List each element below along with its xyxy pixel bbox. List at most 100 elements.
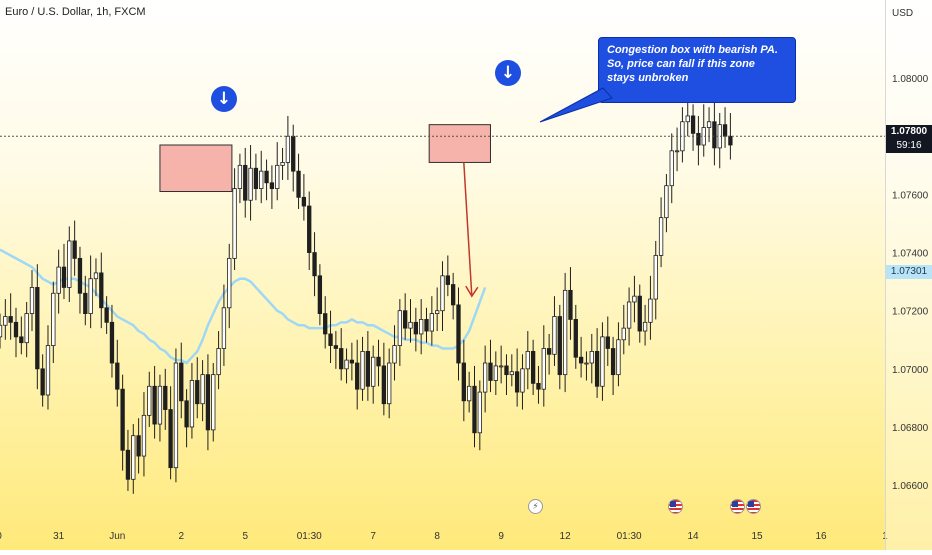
candle	[552, 296, 557, 366]
candle-body	[275, 164, 280, 190]
x-tick-label: 2	[178, 531, 184, 542]
candle	[376, 339, 381, 387]
candle-body	[387, 362, 392, 405]
candle	[717, 113, 722, 169]
candle	[253, 153, 259, 201]
candle-body	[67, 240, 72, 288]
annotation-line-3: stays unbroken	[607, 72, 689, 84]
us-flag-icon[interactable]	[746, 499, 761, 514]
y-tick-label: 1.07600	[892, 190, 929, 201]
candle-body	[445, 275, 450, 285]
candle-body	[61, 266, 67, 288]
candle	[83, 275, 88, 326]
candle	[67, 226, 72, 302]
candle-body	[690, 115, 696, 134]
congestion-zones-layer	[159, 124, 491, 193]
candle-body	[349, 359, 355, 364]
annotation-line-2: So, price can fall if this zone	[607, 58, 755, 70]
candle	[88, 255, 93, 329]
candle	[546, 333, 552, 375]
moving-average-line	[0, 248, 487, 365]
candle-body	[8, 316, 13, 323]
candle	[424, 307, 429, 343]
lightning-icon[interactable]: ⚡	[528, 499, 543, 514]
candles-layer	[0, 95, 733, 494]
candle	[600, 322, 605, 401]
candle-body	[381, 365, 387, 405]
candle	[136, 418, 141, 474]
candle	[536, 365, 541, 404]
candle-body	[83, 292, 88, 315]
x-tick-label: 01:30	[0, 531, 2, 542]
candle-body	[440, 275, 445, 312]
candle-body	[562, 289, 568, 376]
candle-body	[205, 374, 211, 431]
candle	[632, 275, 637, 323]
candle	[312, 232, 317, 297]
candle-body	[376, 356, 381, 367]
candle	[131, 424, 136, 494]
projection-arrow-shaft	[463, 162, 473, 297]
candle-body	[728, 135, 733, 146]
candle-body	[653, 255, 658, 300]
candle-body	[115, 362, 120, 390]
candle-body	[637, 295, 642, 332]
symbol-title[interactable]: Euro / U.S. Dollar, 1h, FXCM	[5, 6, 146, 18]
candle	[168, 386, 173, 480]
candle	[648, 275, 653, 340]
candle	[72, 220, 77, 276]
candle	[248, 145, 253, 221]
candle	[157, 374, 163, 442]
candle	[626, 287, 632, 346]
x-tick-label: 31	[53, 531, 65, 542]
candle	[317, 264, 323, 326]
candle	[211, 363, 216, 442]
candle	[653, 240, 658, 320]
projection-arrow-head	[465, 285, 479, 298]
congestion-zone-2[interactable]	[428, 124, 491, 163]
candle	[141, 392, 147, 477]
candle-body	[525, 350, 530, 370]
candle-body	[152, 385, 157, 425]
us-flag-icon[interactable]	[730, 499, 745, 514]
candle-body	[664, 185, 669, 219]
candle-body	[221, 307, 227, 349]
candle	[387, 348, 392, 419]
candle	[482, 345, 488, 413]
currency-label[interactable]: USD	[892, 8, 914, 19]
candle	[429, 296, 434, 346]
annotation-callout[interactable]: Congestion box with bearish PA. So, pric…	[598, 37, 796, 103]
candle-body	[584, 362, 589, 365]
candle	[179, 342, 184, 419]
candle-body	[131, 435, 136, 480]
candle-body	[179, 362, 184, 402]
current-price-value: 1.07800	[890, 126, 928, 137]
candle-body	[253, 167, 259, 190]
candle-body	[552, 316, 557, 355]
congestion-zone-1[interactable]	[159, 144, 233, 193]
candle-body	[355, 362, 360, 390]
candle	[24, 301, 29, 358]
candle	[13, 307, 19, 358]
candle-body	[541, 348, 546, 390]
candle-body	[413, 321, 419, 335]
candle-body	[712, 121, 717, 149]
candle-body	[403, 310, 408, 329]
candle	[701, 104, 706, 157]
candle-body	[264, 170, 269, 184]
candle-body	[397, 310, 403, 346]
candle	[243, 147, 248, 218]
candle-body	[99, 272, 104, 309]
candle	[93, 258, 99, 297]
x-tick-label: 01:30	[297, 531, 322, 542]
candle	[488, 339, 493, 393]
candle-body	[429, 313, 434, 332]
candle	[722, 107, 728, 148]
candle-body	[248, 167, 253, 201]
us-flag-icon[interactable]	[668, 499, 683, 514]
candle	[594, 328, 600, 398]
candle	[605, 316, 610, 366]
